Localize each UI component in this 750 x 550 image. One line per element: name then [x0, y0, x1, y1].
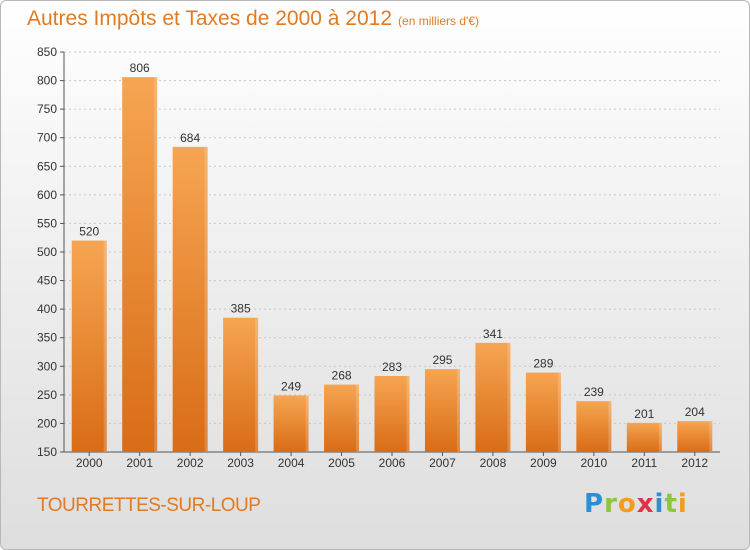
- y-tick-label: 850: [37, 45, 57, 59]
- data-label: 806: [130, 61, 150, 75]
- bar-highlight: [356, 384, 360, 452]
- data-label: 684: [180, 131, 200, 145]
- y-tick-label: 650: [37, 159, 57, 173]
- bar-2012: [677, 421, 713, 452]
- x-tick-label: 2004: [278, 456, 305, 470]
- y-tick-label: 700: [37, 131, 57, 145]
- bar-highlight: [608, 401, 612, 452]
- data-label: 295: [432, 353, 452, 367]
- data-label: 341: [483, 327, 503, 341]
- data-label: 289: [533, 357, 553, 371]
- bar-2004: [273, 395, 309, 452]
- x-tick-label: 2007: [429, 456, 456, 470]
- x-tick-label: 2000: [76, 456, 103, 470]
- bar-2005: [324, 384, 360, 452]
- chart-title-text: Autres Impôts et Taxes de 2000 à 2012: [27, 7, 393, 30]
- y-tick-label: 300: [37, 359, 57, 373]
- x-tick-label: 2012: [681, 456, 708, 470]
- x-tick-label: 2008: [480, 456, 507, 470]
- bar-2008: [475, 342, 511, 452]
- x-tick-label: 2001: [126, 456, 153, 470]
- data-label: 201: [634, 407, 654, 421]
- x-tick-label: 2005: [328, 456, 355, 470]
- x-tick-label: 2009: [530, 456, 557, 470]
- y-tick-label: 500: [37, 245, 57, 259]
- y-tick-label: 400: [37, 302, 57, 316]
- y-tick-label: 800: [37, 74, 57, 88]
- bar-highlight: [204, 146, 208, 452]
- y-tick-label: 600: [37, 188, 57, 202]
- bar-highlight: [709, 421, 713, 452]
- labels: 150 200 250 300 350 400 450 500 550 600 650 700 750 8…: [37, 45, 708, 470]
- chart-title: Autres Impôts et Taxes de 2000 à 2012 (en…: [27, 7, 479, 31]
- bar-2001: [122, 77, 158, 453]
- data-label: 385: [231, 302, 251, 316]
- x-tick-label: 2002: [177, 456, 204, 470]
- bar-highlight: [154, 77, 158, 453]
- bar-2006: [374, 376, 410, 452]
- y-tick-label: 550: [37, 216, 57, 230]
- bar-highlight: [557, 372, 561, 452]
- chart-subtitle: (en milliers d'€): [398, 14, 480, 28]
- y-tick-label: 450: [37, 274, 57, 288]
- x-tick-label: 2003: [227, 456, 254, 470]
- bar-2011: [626, 422, 662, 452]
- bar-highlight: [103, 240, 107, 452]
- x-tick-label: 2006: [379, 456, 406, 470]
- y-tick-label: 200: [37, 416, 57, 430]
- x-tick-label: 2010: [580, 456, 607, 470]
- bar-2003: [223, 317, 259, 452]
- bars: [71, 77, 713, 453]
- data-label: 249: [281, 379, 301, 393]
- y-tick-label: 150: [37, 445, 57, 459]
- y-tick-label: 350: [37, 331, 57, 345]
- data-label: 520: [79, 225, 99, 239]
- bar-2007: [424, 369, 460, 452]
- data-label: 283: [382, 360, 402, 374]
- bar-2000: [71, 240, 107, 452]
- x-tick-label: 2011: [631, 456, 657, 470]
- y-tick-label: 250: [37, 388, 57, 402]
- bar-highlight: [507, 342, 511, 452]
- bar-highlight: [456, 369, 460, 452]
- bar-2009: [525, 372, 561, 452]
- city-name: TOURRETTES-SUR-LOUP: [37, 495, 261, 516]
- bar-2010: [576, 401, 612, 452]
- y-tick-label: 750: [37, 102, 57, 116]
- bar-2002: [172, 146, 208, 452]
- data-label: 239: [584, 385, 604, 399]
- data-label: 204: [685, 405, 705, 419]
- proxiti-logo[interactable]: Proxiti: [584, 489, 688, 519]
- bar-highlight: [255, 317, 259, 452]
- bar-highlight: [305, 395, 309, 452]
- bar-highlight: [406, 376, 410, 452]
- bar-highlight: [658, 422, 662, 452]
- data-label: 268: [332, 369, 352, 383]
